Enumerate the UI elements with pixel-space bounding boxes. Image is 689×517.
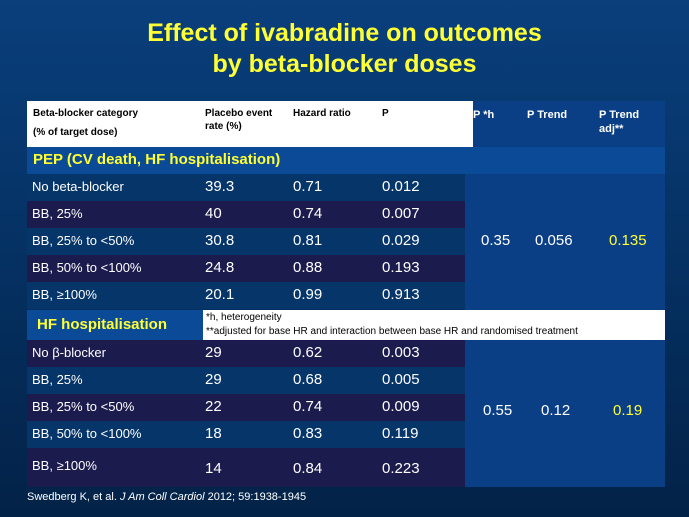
row-p: 0.003 xyxy=(382,344,420,361)
row-p: 0.913 xyxy=(382,286,420,303)
row-hr: 0.88 xyxy=(293,259,323,276)
row-p: 0.007 xyxy=(382,205,420,222)
row-label: BB, ≥100% xyxy=(32,287,97,302)
header-p-h: P *h xyxy=(473,109,495,121)
row-hr: 0.83 xyxy=(293,425,323,442)
header-category: Beta-blocker category (% of target dose) xyxy=(33,107,138,139)
title-line-1: Effect of ivabradine on outcomes xyxy=(147,19,542,47)
table-row: BB, ≥100% 14 0.84 0.223 xyxy=(27,448,465,487)
row-rate: 29 xyxy=(205,344,222,361)
header-category-line1: Beta-blocker category xyxy=(33,108,139,119)
section-hf-pvalues: 0.55 0.12 0.19 xyxy=(465,340,665,487)
footnotes: *h, heterogeneity **adjusted for base HR… xyxy=(203,310,665,340)
slide-title: Effect of ivabradine on outcomes by beta… xyxy=(0,18,689,80)
row-label: BB, 50% to <100% xyxy=(32,260,142,275)
header-category-line2: (% of target dose) xyxy=(33,127,118,138)
table-row: BB, 50% to <100% 24.8 0.88 0.193 xyxy=(27,255,465,282)
table-row: BB, ≥100% 20.1 0.99 0.913 xyxy=(27,282,465,309)
row-p: 0.009 xyxy=(382,398,420,415)
header-hazard: Hazard ratio xyxy=(293,108,351,119)
table-row: BB, 25% to <50% 22 0.74 0.009 xyxy=(27,394,465,421)
row-rate: 22 xyxy=(205,398,222,415)
row-hr: 0.74 xyxy=(293,398,323,415)
row-p: 0.223 xyxy=(382,460,420,477)
citation-journal: J Am Coll Cardiol xyxy=(119,491,205,503)
row-label: No beta-blocker xyxy=(32,179,124,194)
table-row: No beta-blocker 39.3 0.71 0.012 xyxy=(27,174,465,201)
section-hf-title: HF hospitalisation xyxy=(37,316,168,333)
section-pep-title: PEP (CV death, HF hospitalisation) xyxy=(33,151,281,168)
header-p: P xyxy=(382,108,389,119)
row-hr: 0.81 xyxy=(293,232,323,249)
table-row: BB, 50% to <100% 18 0.83 0.119 xyxy=(27,421,465,448)
section-pep-bar: PEP (CV death, HF hospitalisation) xyxy=(27,147,665,174)
header-p-trend-adj-line1: P Trend xyxy=(599,109,640,121)
results-table: Beta-blocker category (% of target dose)… xyxy=(27,101,665,487)
row-p: 0.193 xyxy=(382,259,420,276)
row-hr: 0.62 xyxy=(293,344,323,361)
row-rate: 18 xyxy=(205,425,222,442)
pep-p-trend-adj: 0.135 xyxy=(609,232,647,249)
pep-p-trend: 0.056 xyxy=(535,232,573,249)
table-header-right xyxy=(473,101,665,147)
section-pep-pvalues: 0.35 0.056 0.135 xyxy=(465,174,665,310)
row-label: BB, 50% to <100% xyxy=(32,426,142,441)
citation-details: 2012; 59:1938-1945 xyxy=(207,491,307,503)
row-rate: 40 xyxy=(205,205,222,222)
row-p: 0.005 xyxy=(382,371,420,388)
table-row: BB, 25% to <50% 30.8 0.81 0.029 xyxy=(27,228,465,255)
table-row: BB, 25% 40 0.74 0.007 xyxy=(27,201,465,228)
row-rate: 24.8 xyxy=(205,259,235,276)
row-hr: 0.68 xyxy=(293,371,323,388)
row-rate: 30.8 xyxy=(205,232,235,249)
pep-p-h: 0.35 xyxy=(481,232,511,249)
row-p: 0.029 xyxy=(382,232,420,249)
row-hr: 0.99 xyxy=(293,286,323,303)
header-placebo-line2: rate (%) xyxy=(205,121,242,132)
table-row: No β-blocker 29 0.62 0.003 xyxy=(27,340,465,367)
table-row: BB, 25% 29 0.68 0.005 xyxy=(27,367,465,394)
citation: Swedberg K, et al. J Am Coll Cardiol 201… xyxy=(27,491,306,503)
row-p: 0.119 xyxy=(382,425,419,442)
citation-authors: Swedberg K, et al. xyxy=(27,491,117,503)
row-p: 0.012 xyxy=(382,178,420,195)
row-rate: 14 xyxy=(205,460,222,477)
row-rate: 39.3 xyxy=(205,178,235,195)
row-label: No β-blocker xyxy=(32,345,106,360)
row-hr: 0.74 xyxy=(293,205,323,222)
hf-p-trend: 0.12 xyxy=(541,402,571,419)
footnote-heterogeneity: *h, heterogeneity xyxy=(206,312,282,323)
title-line-2: by beta-blocker doses xyxy=(212,50,477,78)
hf-p-h: 0.55 xyxy=(483,402,513,419)
row-hr: 0.84 xyxy=(293,460,323,477)
row-rate: 20.1 xyxy=(205,286,235,303)
section-hf-bar: HF hospitalisation xyxy=(27,310,203,340)
hf-p-trend-adj: 0.19 xyxy=(613,402,643,419)
header-p-trend-adj-line2: adj** xyxy=(599,123,624,135)
row-label: BB, 25% to <50% xyxy=(32,399,135,414)
header-placebo: Placebo event rate (%) xyxy=(205,107,272,133)
row-label: BB, 25% xyxy=(32,372,83,387)
row-label: BB, ≥100% xyxy=(32,458,97,473)
footnote-adjusted: **adjusted for base HR and interaction b… xyxy=(206,326,578,337)
row-hr: 0.71 xyxy=(293,178,323,195)
header-p-trend-adj: P Trend adj** xyxy=(599,108,639,136)
header-placebo-line1: Placebo event xyxy=(205,108,273,119)
header-p-trend: P Trend xyxy=(527,109,568,121)
row-label: BB, 25% xyxy=(32,206,83,221)
row-label: BB, 25% to <50% xyxy=(32,233,135,248)
row-rate: 29 xyxy=(205,371,222,388)
